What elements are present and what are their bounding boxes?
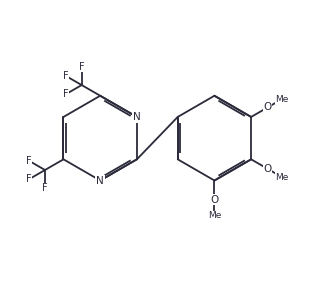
Text: Me: Me (275, 173, 289, 182)
Text: F: F (26, 174, 32, 184)
Text: F: F (79, 62, 84, 72)
Text: F: F (26, 156, 32, 166)
Text: Me: Me (275, 95, 289, 104)
Text: F: F (42, 183, 48, 194)
Text: Me: Me (208, 212, 221, 221)
Text: O: O (264, 164, 272, 174)
Text: O: O (210, 195, 219, 205)
Text: N: N (96, 175, 104, 185)
Text: N: N (133, 112, 141, 122)
Text: F: F (63, 71, 69, 81)
Text: F: F (63, 89, 69, 99)
Text: O: O (264, 102, 272, 112)
